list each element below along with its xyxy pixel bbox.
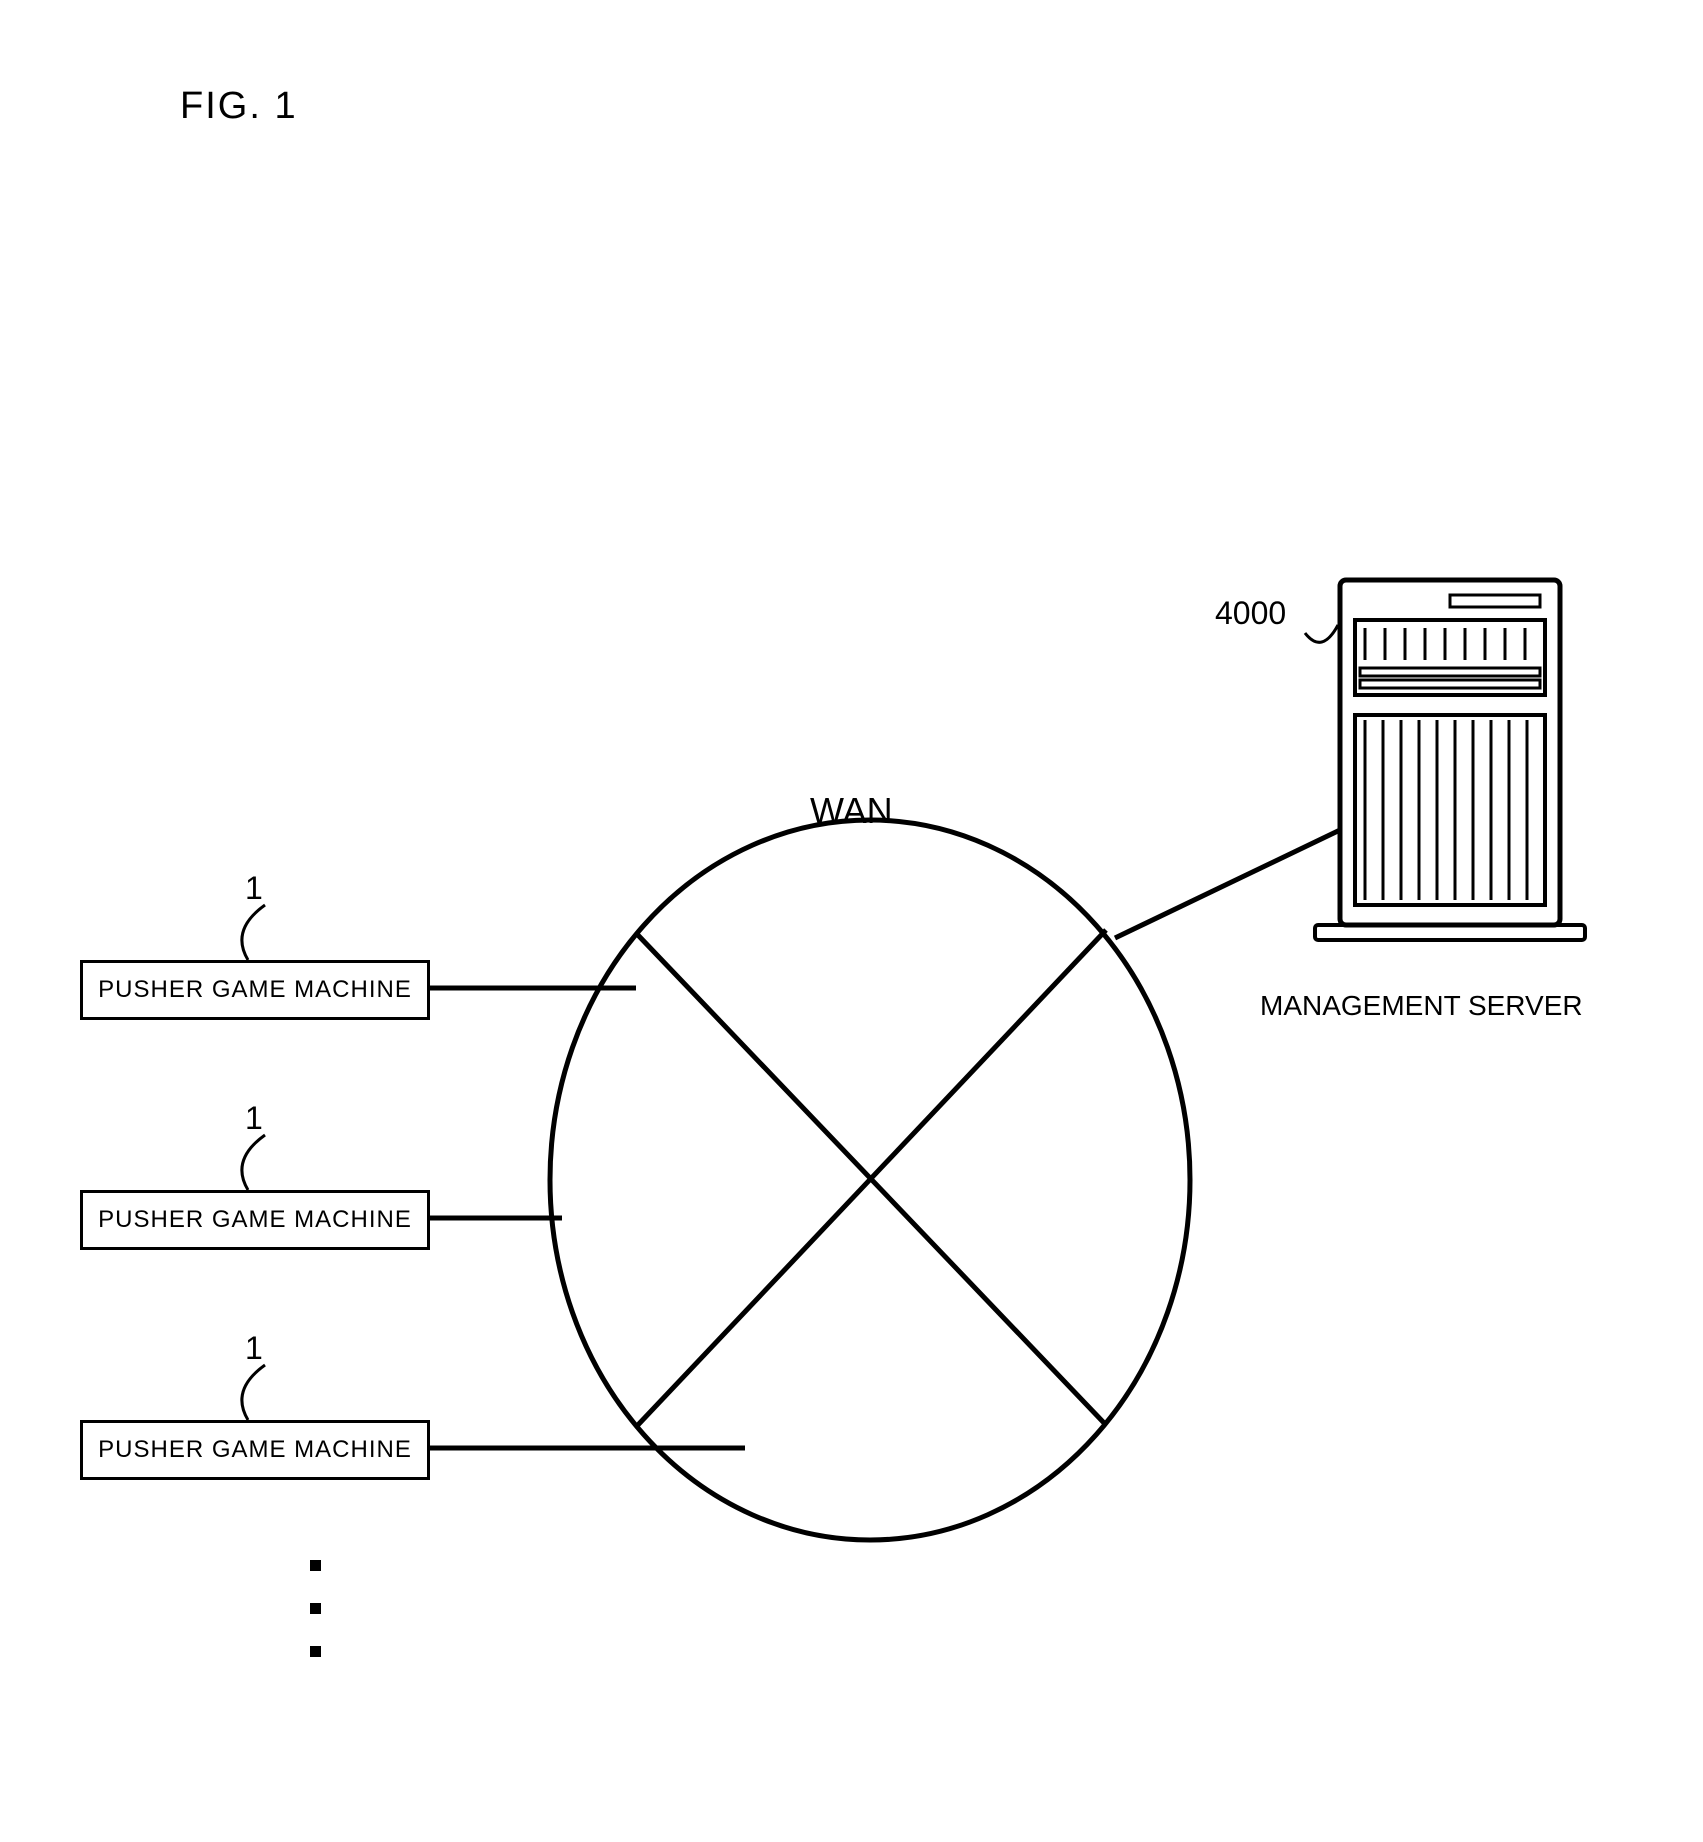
machine-2-lead bbox=[242, 1135, 265, 1190]
ellipsis-icon bbox=[310, 1560, 321, 1657]
machine-label: PUSHER GAME MACHINE bbox=[98, 1436, 412, 1464]
server-label: MANAGEMENT SERVER bbox=[1260, 990, 1583, 1022]
machine-label: PUSHER GAME MACHINE bbox=[98, 976, 412, 1004]
server-connector bbox=[1115, 830, 1340, 938]
machine-1-lead bbox=[242, 905, 265, 960]
machine-3-lead bbox=[242, 1365, 265, 1420]
server-icon bbox=[1315, 580, 1585, 940]
pusher-machine-3: PUSHER GAME MACHINE bbox=[80, 1420, 430, 1480]
server-lead bbox=[1305, 625, 1338, 642]
machine-1-ref: 1 bbox=[245, 870, 263, 907]
figure-label: FIG. 1 bbox=[180, 85, 298, 128]
server-ref: 4000 bbox=[1215, 595, 1286, 632]
pusher-machine-2: PUSHER GAME MACHINE bbox=[80, 1190, 430, 1250]
machine-label: PUSHER GAME MACHINE bbox=[98, 1206, 412, 1234]
diagram-canvas bbox=[0, 0, 1703, 1842]
machine-3-ref: 1 bbox=[245, 1330, 263, 1367]
pusher-machine-1: PUSHER GAME MACHINE bbox=[80, 960, 430, 1020]
machine-2-ref: 1 bbox=[245, 1100, 263, 1137]
wan-label: WAN bbox=[810, 790, 893, 832]
